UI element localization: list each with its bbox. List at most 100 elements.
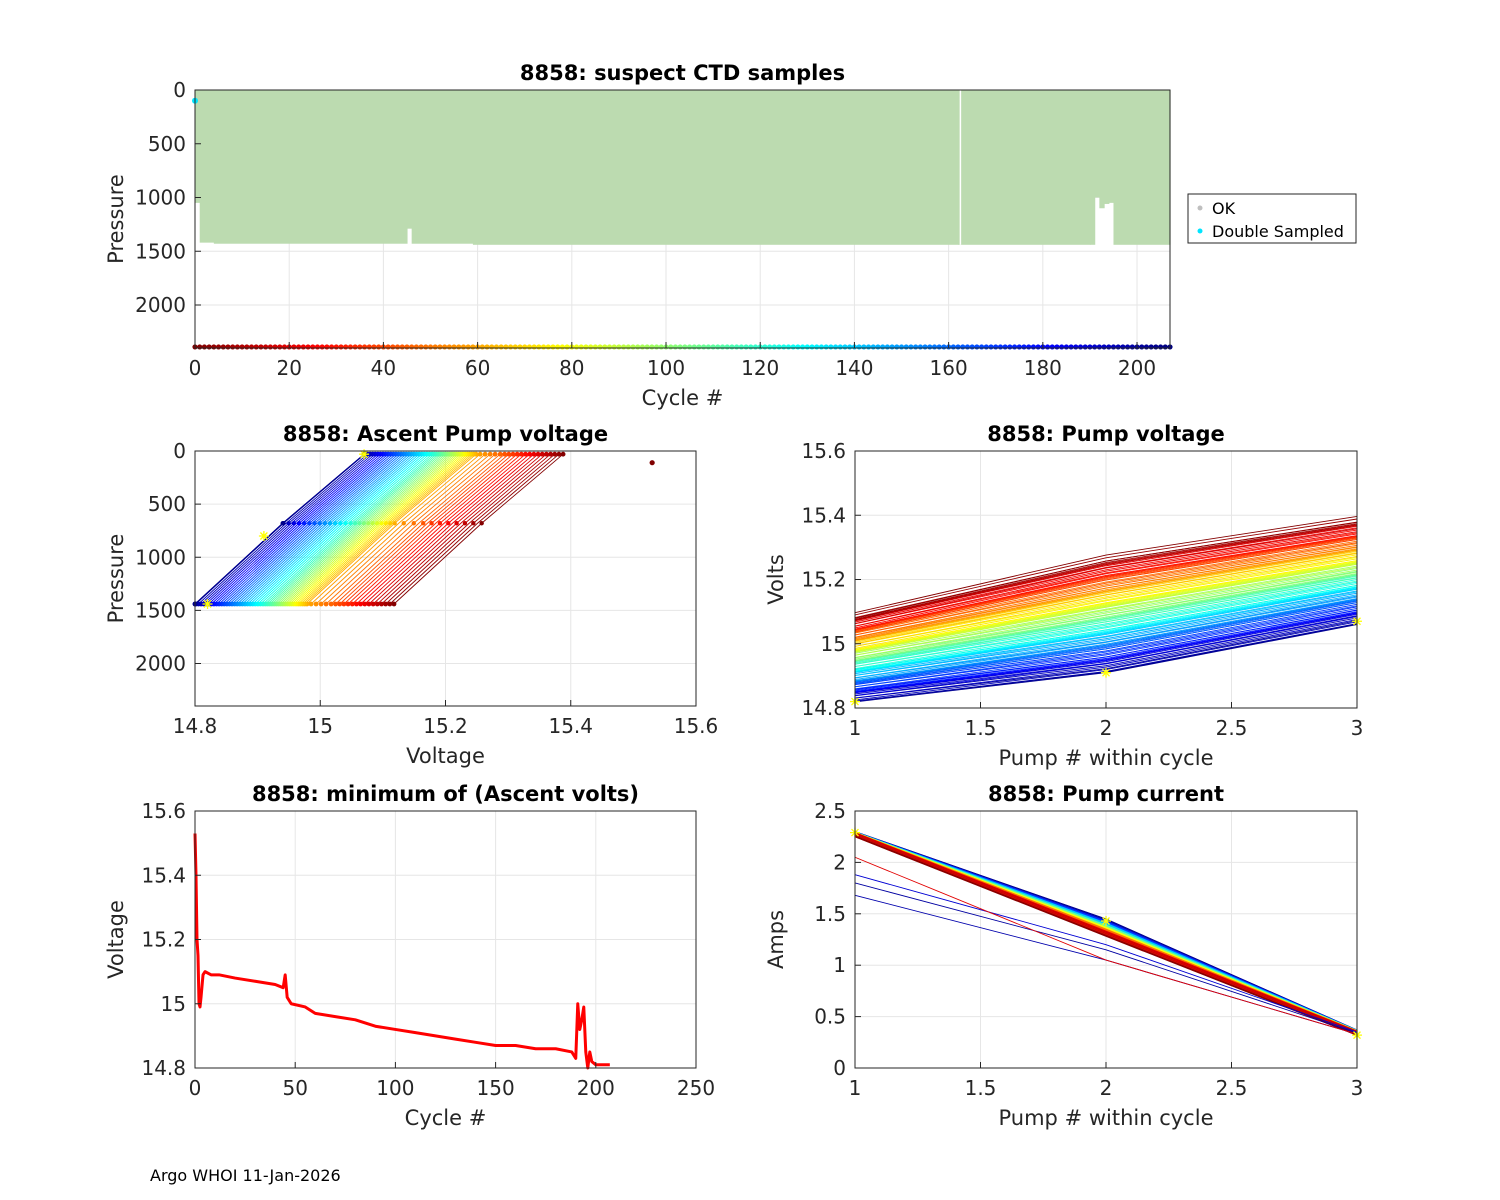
x-tick-label: 1.5 xyxy=(965,1076,997,1100)
cycle-color-marker xyxy=(371,344,377,350)
cycle-color-marker xyxy=(743,344,749,350)
cycle-color-marker xyxy=(672,344,679,350)
ascent-profile xyxy=(203,453,373,605)
cycle-color-marker xyxy=(997,344,1004,350)
cycle-color-marker xyxy=(974,344,980,350)
pump-voltage-line xyxy=(854,594,1358,679)
cycle-color-marker xyxy=(498,344,504,350)
cycle-color-marker xyxy=(668,344,674,350)
cycle-color-marker xyxy=(253,344,259,350)
star-marker xyxy=(1101,667,1111,678)
y-tick-label: 1.5 xyxy=(814,902,846,926)
x-tick-label: 2 xyxy=(1100,716,1113,740)
star-marker xyxy=(202,599,213,609)
plot-area xyxy=(192,90,1173,350)
y-tick-label: 15.2 xyxy=(141,928,186,952)
ascent-top-point xyxy=(552,451,558,457)
pump-voltage-line xyxy=(854,617,1358,697)
pump-voltage-line xyxy=(854,536,1358,631)
x-tick-label: 15 xyxy=(308,714,333,738)
cycle-color-marker xyxy=(404,344,410,350)
pump-voltage-line xyxy=(854,540,1358,634)
cycle-color-marker xyxy=(978,344,985,350)
cycle-color-marker xyxy=(592,344,598,350)
cycle-color-marker xyxy=(267,344,273,350)
cycle-color-marker xyxy=(1153,344,1159,350)
cycle-color-marker xyxy=(536,344,542,350)
cycle-color-marker xyxy=(823,344,829,350)
cycle-color-marker xyxy=(465,344,471,350)
axes-box xyxy=(194,89,1171,349)
ascent-top-point xyxy=(543,451,549,457)
ascent-mid-point xyxy=(462,521,468,526)
chart-title: 8858: Pump voltage xyxy=(987,422,1225,446)
cycle-color-marker xyxy=(357,344,363,350)
cycle-color-marker xyxy=(936,344,942,350)
x-tick-label: 140 xyxy=(835,356,873,380)
pump-voltage-line xyxy=(854,583,1358,670)
axes-frame: 1 1.5 2 2.5 3 0 0.5 1 1.5 2 2.5 8858: Pump current P… xyxy=(764,782,1363,1130)
ascent-mid-point xyxy=(446,521,451,526)
pump-current-line xyxy=(854,832,1358,1032)
cycle-color-marker xyxy=(244,344,250,350)
pump-voltage-line xyxy=(854,543,1358,636)
pump-voltage-line xyxy=(854,569,1358,658)
cycle-color-marker xyxy=(781,344,787,350)
x-tick-label: 1 xyxy=(849,716,862,740)
x-tick-label: 250 xyxy=(677,1076,715,1100)
pump-voltage-line xyxy=(854,567,1358,656)
y-tick-label: 2000 xyxy=(135,652,186,676)
cycle-color-marker xyxy=(865,344,872,350)
ascent-bottom-point xyxy=(374,601,380,607)
pump-voltage-line xyxy=(854,607,1358,690)
cycle-color-marker xyxy=(1026,344,1032,350)
pump-voltage-line xyxy=(854,600,1358,683)
pump-voltage-line xyxy=(854,571,1358,660)
pump-voltage-line xyxy=(854,539,1358,633)
pump-voltage-line xyxy=(854,599,1358,683)
x-tick-label: 20 xyxy=(276,356,301,380)
cycle-color-marker xyxy=(347,344,354,350)
x-tick-label: 180 xyxy=(1024,356,1062,380)
ascent-profile xyxy=(278,453,448,605)
cycle-color-marker xyxy=(526,344,533,350)
ascent-mid-point xyxy=(291,521,297,526)
cycle-color-marker xyxy=(602,344,608,350)
ascent-profile xyxy=(356,453,526,605)
pump-voltage-line xyxy=(854,577,1358,665)
cycle-color-marker xyxy=(338,344,344,350)
pump-current-line xyxy=(854,833,1358,1033)
cycle-color-marker xyxy=(955,344,961,350)
ascent-profile xyxy=(262,453,433,605)
ascent-mid-point xyxy=(302,521,307,526)
cycle-color-marker xyxy=(847,344,853,350)
cycle-color-marker xyxy=(969,344,975,350)
cycle-color-marker xyxy=(1092,344,1098,350)
pump-current-line xyxy=(854,832,1358,1032)
cycle-color-marker xyxy=(197,344,203,350)
y-axis-label: Amps xyxy=(764,910,788,969)
x-tick-label: 80 xyxy=(559,356,584,380)
cycle-color-marker xyxy=(409,344,415,350)
cycle-color-marker xyxy=(314,344,321,350)
pump-voltage-line xyxy=(854,528,1358,624)
cycle-color-marker xyxy=(653,344,660,350)
pump-voltage-line xyxy=(854,581,1358,668)
x-tick-label: 15.2 xyxy=(423,714,468,738)
y-axis-label: Volts xyxy=(764,554,788,605)
cycle-color-marker xyxy=(842,344,848,350)
cycle-color-marker xyxy=(1044,344,1051,350)
cycle-color-marker xyxy=(1077,344,1084,350)
cycle-color-marker xyxy=(762,344,768,350)
ascent-bottom-point xyxy=(358,601,364,607)
ascent-top-point xyxy=(502,451,508,457)
y-tick-label: 2 xyxy=(833,850,846,874)
cycle-color-marker xyxy=(1082,344,1088,350)
cycle-color-marker xyxy=(635,344,641,350)
y-tick-label: 1000 xyxy=(135,545,186,569)
legend-ok-marker xyxy=(1197,205,1203,211)
cycle-color-marker xyxy=(555,344,561,350)
pump-voltage-line xyxy=(854,579,1358,665)
cycle-color-marker xyxy=(456,344,462,350)
star-marker xyxy=(1101,915,1111,926)
